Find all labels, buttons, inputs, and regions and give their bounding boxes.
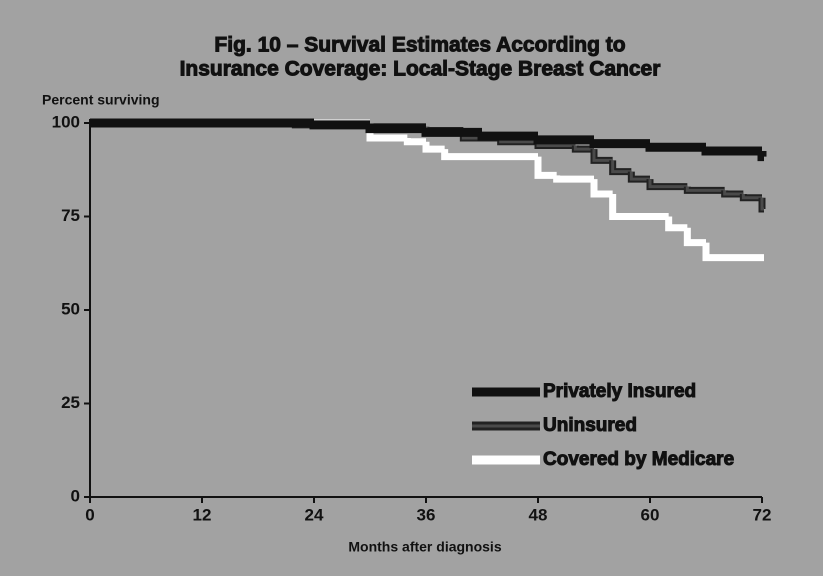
x-tick-label: 48 bbox=[529, 505, 548, 524]
survival-step bbox=[441, 149, 538, 161]
chart-title: Insurance Coverage: Local-Stage Breast C… bbox=[180, 58, 661, 81]
survival-step bbox=[702, 242, 762, 262]
y-tick-label: 75 bbox=[61, 206, 80, 225]
chart-title: Fig. 10 – Survival Estimates According t… bbox=[214, 34, 625, 57]
survival-step bbox=[533, 135, 594, 145]
x-tick-label: 0 bbox=[85, 505, 94, 524]
survival-step bbox=[590, 179, 613, 198]
x-axis-label: Months after diagnosis bbox=[348, 539, 501, 555]
survival-step-inner bbox=[741, 194, 762, 200]
survival-step bbox=[701, 146, 762, 156]
x-tick-label: 24 bbox=[305, 505, 324, 524]
survival-step-inner bbox=[629, 171, 650, 181]
survival-step bbox=[422, 141, 445, 153]
survival-step bbox=[683, 227, 706, 247]
y-tick-label: 100 bbox=[52, 112, 80, 131]
survival-step-inner bbox=[573, 145, 594, 151]
y-tick-label: 50 bbox=[61, 299, 80, 318]
survival-step-inner bbox=[592, 149, 613, 162]
y-tick-label: 0 bbox=[71, 486, 80, 505]
survival-step-inner bbox=[648, 179, 688, 189]
y-axis-label: Percent surviving bbox=[42, 92, 160, 108]
survival-step bbox=[589, 139, 650, 149]
y-tick-label: 25 bbox=[61, 393, 80, 412]
survival-step bbox=[609, 194, 669, 220]
x-tick-label: 60 bbox=[641, 505, 660, 524]
survival-step-inner bbox=[760, 197, 764, 211]
legend-label: Privately Insured bbox=[543, 381, 696, 402]
x-tick-label: 12 bbox=[193, 505, 212, 524]
x-tick-label: 72 bbox=[753, 505, 772, 524]
survival-step bbox=[534, 156, 557, 179]
survival-step bbox=[309, 120, 370, 130]
survival-step-inner bbox=[723, 190, 744, 196]
survival-step bbox=[757, 151, 767, 162]
legend-label: Covered by Medicare bbox=[543, 449, 734, 470]
survival-step-inner bbox=[685, 186, 725, 192]
survival-step bbox=[421, 127, 482, 137]
survival-step bbox=[477, 131, 538, 141]
survival-step bbox=[365, 124, 426, 134]
survival-step bbox=[665, 216, 688, 232]
survival-step bbox=[645, 142, 706, 152]
legend-label: Uninsured bbox=[543, 415, 637, 436]
survival-step bbox=[553, 175, 594, 183]
survival-step-inner bbox=[611, 160, 632, 174]
survival-step bbox=[403, 137, 426, 146]
x-tick-label: 36 bbox=[417, 505, 436, 524]
